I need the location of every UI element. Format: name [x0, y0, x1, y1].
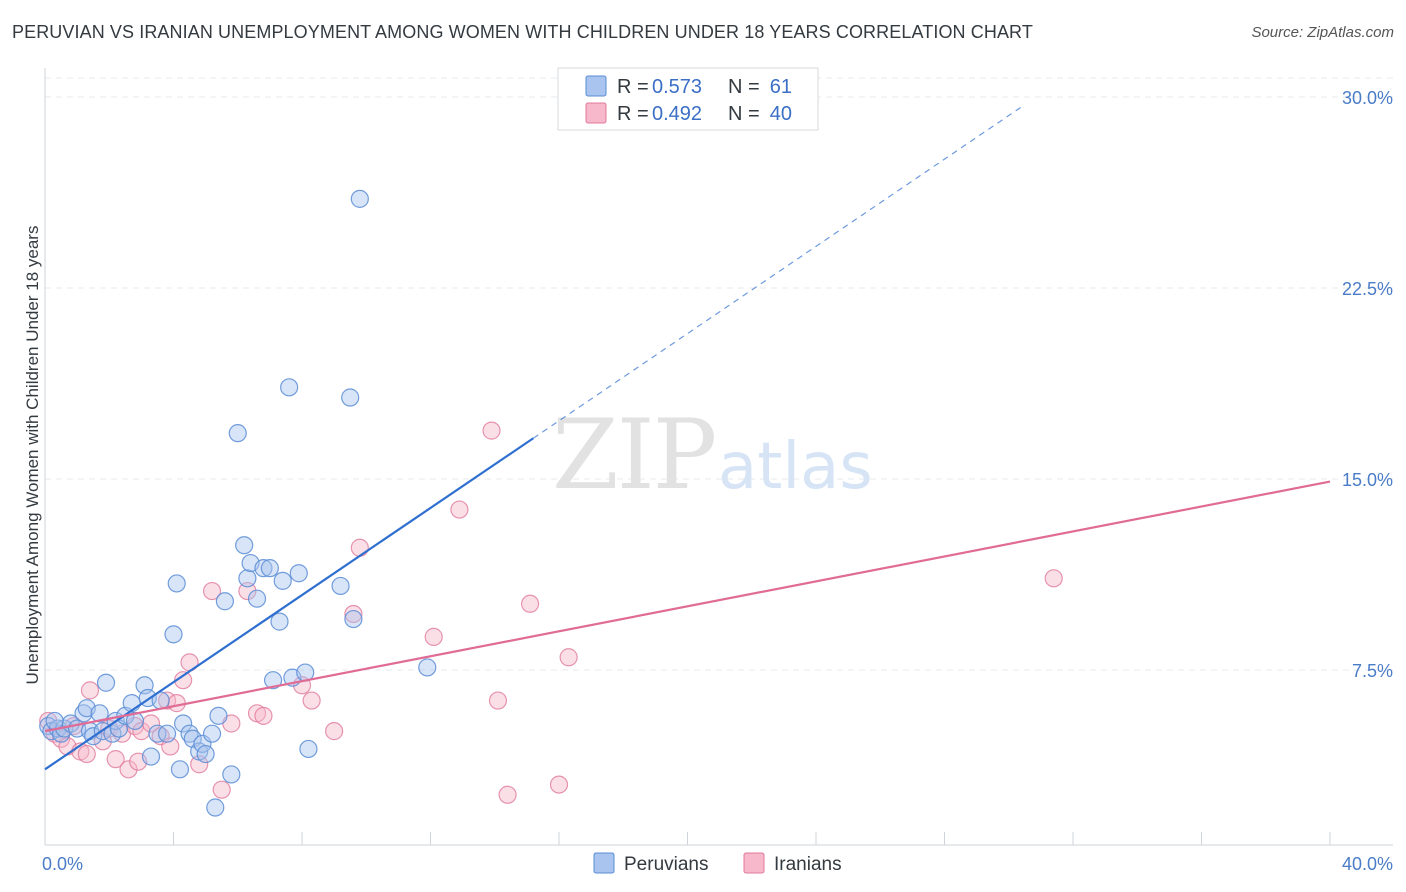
peruvians-point: [180, 724, 199, 743]
iranians-point: [482, 421, 501, 440]
peruvians-point: [331, 576, 350, 596]
legend-n-value-iranians: 40: [770, 103, 792, 125]
legend-n-label-peruvians: N =: [728, 76, 760, 98]
bottom-legend-swatch-iranians: [743, 852, 765, 874]
peruvians-point: [96, 673, 116, 692]
peruvians-point: [260, 559, 279, 578]
legend-swatch-iranians: [585, 102, 607, 124]
iranians-point: [350, 538, 369, 557]
peruvians-point: [280, 378, 299, 397]
legend-n-value-peruvians: 61: [770, 76, 792, 98]
legend-r-value-iranians: 0.492: [652, 103, 702, 125]
iranians-point: [325, 722, 344, 741]
iranians-point: [190, 755, 209, 774]
peruvians-points: [39, 189, 437, 817]
iranians-point: [424, 627, 443, 646]
iranians-point: [488, 691, 508, 710]
peruvians-point: [157, 724, 177, 743]
y-tick-labels: 7.5% 15.0% 22.5% 30.0%: [1342, 88, 1393, 681]
peruvians-point: [148, 724, 167, 743]
iranians-point: [254, 706, 273, 725]
bottom-legend-iranians: Iranians: [774, 854, 842, 875]
peruvians-trend-line: [44, 437, 534, 771]
iranians-point: [1044, 569, 1063, 588]
iranians-point: [80, 681, 100, 700]
iranians-point: [77, 744, 96, 764]
iranians-point: [302, 691, 321, 710]
iranians-trend-line: [44, 480, 1331, 733]
peruvians-point: [170, 760, 190, 779]
peruvians-point: [238, 569, 257, 588]
iranians-points: [39, 421, 1063, 804]
peruvians-point: [263, 671, 283, 690]
peruvians-point: [344, 609, 363, 629]
peruvians-point: [74, 704, 93, 723]
iranians-point: [238, 581, 257, 601]
bottom-legend-swatch-peruvians: [593, 852, 615, 874]
peruvians-point: [235, 536, 254, 555]
peruvians-point: [141, 747, 161, 766]
peruvians-point: [270, 612, 289, 631]
watermark-zip: ZIP: [552, 399, 715, 511]
legend-r-label-peruvians: R =: [617, 76, 649, 98]
iranians-point: [559, 648, 578, 667]
trend-lines: [44, 104, 1331, 771]
x-axis-ticks: [44, 832, 1331, 845]
peruvians-point: [45, 711, 64, 731]
peruvians-point: [122, 694, 141, 713]
peruvians-point: [202, 724, 222, 743]
iranians-point: [202, 581, 222, 601]
correlation-legend: R = 0.573 N = 61 R = 0.492 N = 40: [557, 67, 819, 131]
peruvians-point: [222, 765, 241, 784]
peruvians-point: [350, 189, 369, 208]
peruvians-point: [196, 744, 215, 764]
peruvians-point: [254, 559, 273, 578]
x-tick-label-min: 0.0%: [42, 854, 83, 874]
peruvians-point: [299, 739, 318, 759]
peruvians-point: [341, 388, 360, 407]
iranians-point: [119, 760, 138, 779]
iranians-point: [549, 775, 569, 794]
peruvians-point: [215, 592, 234, 611]
x-tick-label-max: 40.0%: [1342, 854, 1393, 874]
peruvians-point: [228, 424, 247, 443]
legend-n-label-iranians: N =: [728, 103, 760, 125]
chart-title: PERUVIAN VS IRANIAN UNEMPLOYMENT AMONG W…: [12, 22, 1033, 42]
peruvians-point: [209, 706, 228, 725]
peruvians-point: [167, 574, 186, 593]
y-axis-label: Unemployment Among Women with Children U…: [23, 226, 42, 685]
legend-r-value-peruvians: 0.573: [652, 76, 702, 98]
iranians-point: [167, 694, 186, 713]
legend-swatch-peruvians: [585, 75, 607, 97]
peruvians-point: [247, 589, 267, 608]
iranians-point: [498, 785, 517, 804]
peruvians-point: [206, 798, 225, 817]
peruvians-point: [174, 714, 193, 733]
peruvians-point: [125, 711, 145, 731]
peruvians-point: [273, 571, 292, 590]
y-tick-label: 22.5%: [1342, 279, 1393, 299]
watermark-atlas: atlas: [718, 430, 873, 504]
series-legend: Peruvians Iranians: [593, 852, 842, 875]
iranians-point: [344, 604, 363, 624]
peruvians-point: [90, 704, 109, 723]
iranians-point: [450, 500, 469, 519]
peruvians-trend-extension: [532, 104, 1026, 439]
y-tick-label: 7.5%: [1352, 661, 1393, 681]
y-tick-label: 30.0%: [1342, 88, 1393, 108]
chart-source: Source: ZipAtlas.com: [1251, 24, 1394, 41]
y-tick-label: 15.0%: [1342, 470, 1393, 490]
peruvians-point: [418, 658, 437, 677]
peruvians-point: [289, 564, 308, 583]
iranians-point: [520, 594, 540, 613]
iranians-point: [106, 750, 125, 769]
iranians-point: [51, 729, 71, 748]
iranians-point: [212, 780, 231, 799]
legend-r-label-iranians: R =: [617, 103, 649, 125]
peruvians-point: [164, 625, 183, 644]
bottom-legend-peruvians: Peruvians: [624, 854, 709, 875]
